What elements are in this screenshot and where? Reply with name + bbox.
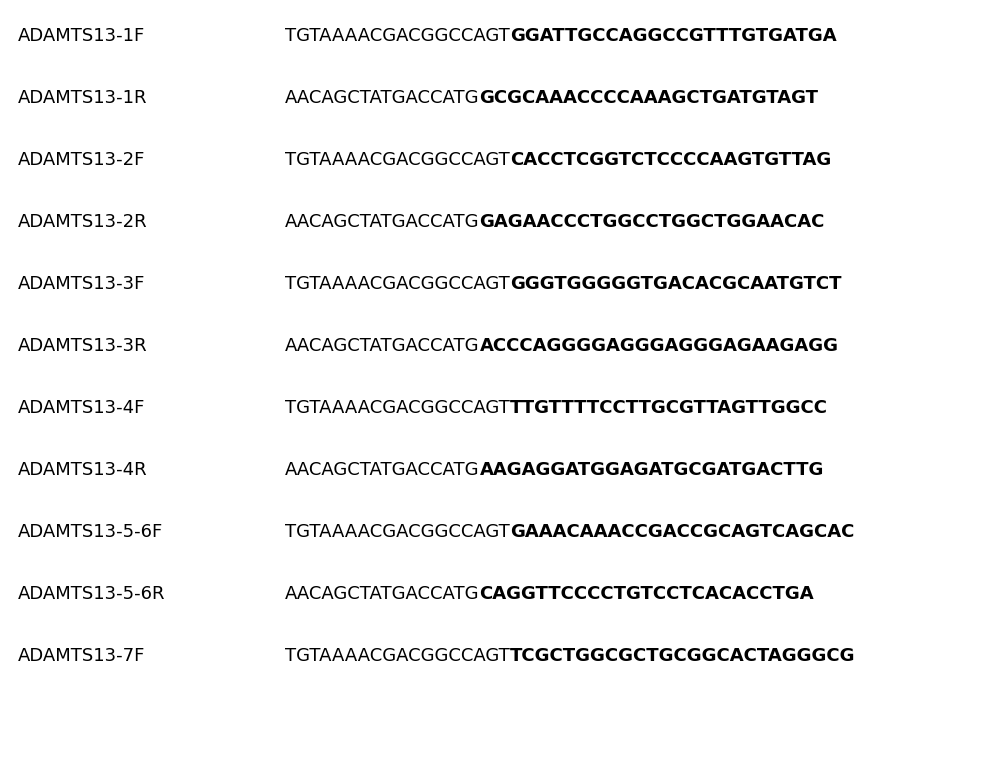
Text: TGTAAAACGACGGCCAGT: TGTAAAACGACGGCCAGT — [285, 275, 510, 293]
Text: ADAMTS13-5-6F: ADAMTS13-5-6F — [18, 523, 163, 541]
Text: AAGAGGATGGAGATGCGATGACTTG: AAGAGGATGGAGATGCGATGACTTG — [480, 461, 824, 479]
Text: ADAMTS13-7F: ADAMTS13-7F — [18, 647, 145, 665]
Text: TGTAAAACGACGGCCAGT: TGTAAAACGACGGCCAGT — [285, 523, 510, 541]
Text: ADAMTS13-3R: ADAMTS13-3R — [18, 337, 148, 355]
Text: GAAACAAACCGACCGCAGTCAGCAC: GAAACAAACCGACCGCAGTCAGCAC — [510, 523, 854, 541]
Text: GGATTGCCAGGCCGTTTGTGATGA: GGATTGCCAGGCCGTTTGTGATGA — [510, 27, 836, 45]
Text: AACAGCTATGACCATG: AACAGCTATGACCATG — [285, 585, 480, 603]
Text: ADAMTS13-3F: ADAMTS13-3F — [18, 275, 145, 293]
Text: TGTAAAACGACGGCCAGT: TGTAAAACGACGGCCAGT — [285, 399, 510, 417]
Text: ADAMTS13-5-6R: ADAMTS13-5-6R — [18, 585, 166, 603]
Text: TGTAAAACGACGGCCAGT: TGTAAAACGACGGCCAGT — [285, 27, 510, 45]
Text: AACAGCTATGACCATG: AACAGCTATGACCATG — [285, 461, 480, 479]
Text: ADAMTS13-1R: ADAMTS13-1R — [18, 89, 148, 107]
Text: CAGGTTCCCCTGTCCTCACACCTGA: CAGGTTCCCCTGTCCTCACACCTGA — [480, 585, 814, 603]
Text: AACAGCTATGACCATG: AACAGCTATGACCATG — [285, 89, 480, 107]
Text: AACAGCTATGACCATG: AACAGCTATGACCATG — [285, 213, 480, 231]
Text: GGGTGGGGGTGACACGCAATGTCT: GGGTGGGGGTGACACGCAATGTCT — [510, 275, 841, 293]
Text: GCGCAAACCCCAAAGCTGATGTAGT: GCGCAAACCCCAAAGCTGATGTAGT — [480, 89, 818, 107]
Text: TCGCTGGCGCTGCGGCACTAGGGCG: TCGCTGGCGCTGCGGCACTAGGGCG — [510, 647, 855, 665]
Text: AACAGCTATGACCATG: AACAGCTATGACCATG — [285, 337, 480, 355]
Text: GAGAACCCTGGCCTGGCTGGAACAC: GAGAACCCTGGCCTGGCTGGAACAC — [480, 213, 825, 231]
Text: ADAMTS13-4R: ADAMTS13-4R — [18, 461, 148, 479]
Text: ACCCAGGGGAGGGAGGGAGAAGAGG: ACCCAGGGGAGGGAGGGAGAAGAGG — [480, 337, 838, 355]
Text: CACCTCGGTCTCCCCAAGTGTTAG: CACCTCGGTCTCCCCAAGTGTTAG — [510, 151, 831, 169]
Text: ADAMTS13-1F: ADAMTS13-1F — [18, 27, 145, 45]
Text: TTGTTTTCCTTGCGTTAGTTGGCC: TTGTTTTCCTTGCGTTAGTTGGCC — [510, 399, 828, 417]
Text: ADAMTS13-4F: ADAMTS13-4F — [18, 399, 145, 417]
Text: ADAMTS13-2R: ADAMTS13-2R — [18, 213, 148, 231]
Text: TGTAAAACGACGGCCAGT: TGTAAAACGACGGCCAGT — [285, 647, 510, 665]
Text: ADAMTS13-2F: ADAMTS13-2F — [18, 151, 145, 169]
Text: TGTAAAACGACGGCCAGT: TGTAAAACGACGGCCAGT — [285, 151, 510, 169]
